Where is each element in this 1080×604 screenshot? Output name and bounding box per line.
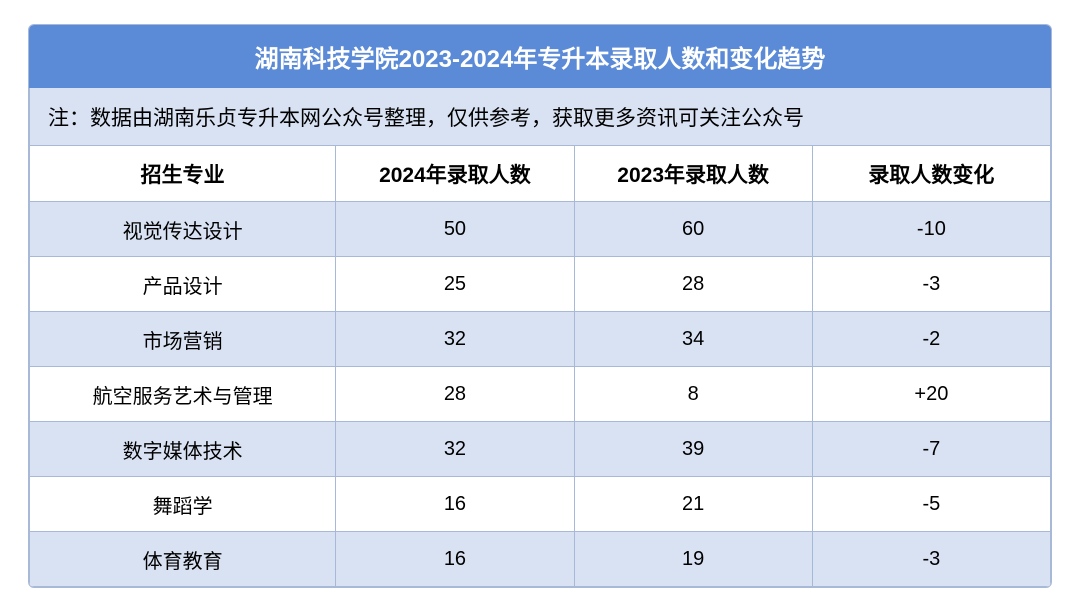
cell-2023: 39 [574, 422, 812, 477]
table-row: 视觉传达设计5060-10 [30, 202, 1051, 257]
cell-major: 航空服务艺术与管理 [30, 367, 336, 422]
cell-change: -10 [812, 202, 1050, 257]
col-header-change: 录取人数变化 [812, 146, 1050, 202]
cell-2023: 60 [574, 202, 812, 257]
table-title-row: 湖南科技学院2023-2024年专升本录取人数和变化趋势 [30, 26, 1051, 88]
table-title: 湖南科技学院2023-2024年专升本录取人数和变化趋势 [30, 26, 1051, 88]
cell-change: -2 [812, 312, 1050, 367]
col-header-major: 招生专业 [30, 146, 336, 202]
cell-2023: 34 [574, 312, 812, 367]
col-header-2024: 2024年录取人数 [336, 146, 574, 202]
cell-2024: 32 [336, 422, 574, 477]
cell-2024: 32 [336, 312, 574, 367]
cell-2024: 28 [336, 367, 574, 422]
cell-2024: 25 [336, 257, 574, 312]
admissions-table-wrap: 湖南科技学院2023-2024年专升本录取人数和变化趋势 注：数据由湖南乐贞专升… [28, 24, 1052, 588]
cell-change: -3 [812, 532, 1050, 587]
cell-2023: 19 [574, 532, 812, 587]
table-row: 舞蹈学1621-5 [30, 477, 1051, 532]
cell-2023: 8 [574, 367, 812, 422]
cell-major: 市场营销 [30, 312, 336, 367]
cell-2024: 16 [336, 477, 574, 532]
cell-2023: 21 [574, 477, 812, 532]
table-header-row: 招生专业 2024年录取人数 2023年录取人数 录取人数变化 [30, 146, 1051, 202]
col-header-2023: 2023年录取人数 [574, 146, 812, 202]
cell-2023: 28 [574, 257, 812, 312]
admissions-table: 湖南科技学院2023-2024年专升本录取人数和变化趋势 注：数据由湖南乐贞专升… [29, 25, 1051, 587]
cell-change: -3 [812, 257, 1050, 312]
table-note: 注：数据由湖南乐贞专升本网公众号整理，仅供参考，获取更多资讯可关注公众号 [30, 88, 1051, 146]
table-row: 数字媒体技术3239-7 [30, 422, 1051, 477]
cell-change: -7 [812, 422, 1050, 477]
table-row: 航空服务艺术与管理288+20 [30, 367, 1051, 422]
table-row: 产品设计2528-3 [30, 257, 1051, 312]
cell-change: +20 [812, 367, 1050, 422]
cell-major: 体育教育 [30, 532, 336, 587]
cell-major: 舞蹈学 [30, 477, 336, 532]
cell-2024: 16 [336, 532, 574, 587]
cell-change: -5 [812, 477, 1050, 532]
table-row: 市场营销3234-2 [30, 312, 1051, 367]
cell-major: 视觉传达设计 [30, 202, 336, 257]
cell-2024: 50 [336, 202, 574, 257]
cell-major: 数字媒体技术 [30, 422, 336, 477]
table-row: 体育教育1619-3 [30, 532, 1051, 587]
table-note-row: 注：数据由湖南乐贞专升本网公众号整理，仅供参考，获取更多资讯可关注公众号 [30, 88, 1051, 146]
cell-major: 产品设计 [30, 257, 336, 312]
